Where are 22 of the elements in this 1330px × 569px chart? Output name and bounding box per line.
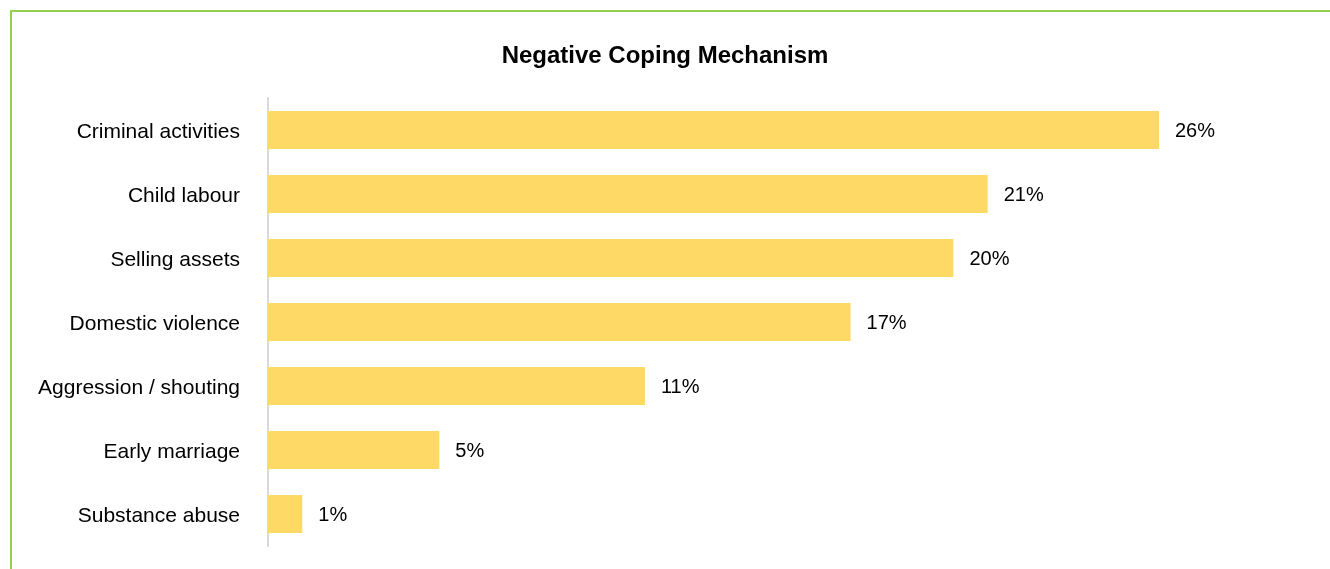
bar	[268, 303, 851, 341]
bar	[268, 111, 1159, 149]
y-tick-label: Child labour	[127, 182, 240, 206]
data-label: 11%	[660, 375, 700, 397]
data-label: 26%	[1175, 119, 1216, 141]
data-label: 5%	[455, 439, 485, 461]
chart-title: Negative Coping Mechanism	[501, 40, 829, 68]
data-label: 1%	[318, 503, 348, 525]
y-tick-label: Aggression / shouting	[38, 374, 240, 398]
bar	[268, 431, 440, 469]
bar	[268, 495, 303, 533]
y-tick-label: Substance abuse	[77, 502, 240, 526]
y-tick-label: Selling assets	[110, 246, 240, 270]
data-label: 17%	[866, 311, 907, 333]
bar	[268, 239, 954, 277]
data-label: 20%	[969, 247, 1010, 269]
bar	[268, 367, 645, 405]
y-tick-label: Criminal activities	[76, 118, 240, 142]
bar	[268, 175, 988, 213]
data-label: 21%	[1003, 183, 1044, 205]
y-tick-label: Early marriage	[103, 438, 240, 462]
y-tick-label: Domestic violence	[69, 310, 240, 334]
